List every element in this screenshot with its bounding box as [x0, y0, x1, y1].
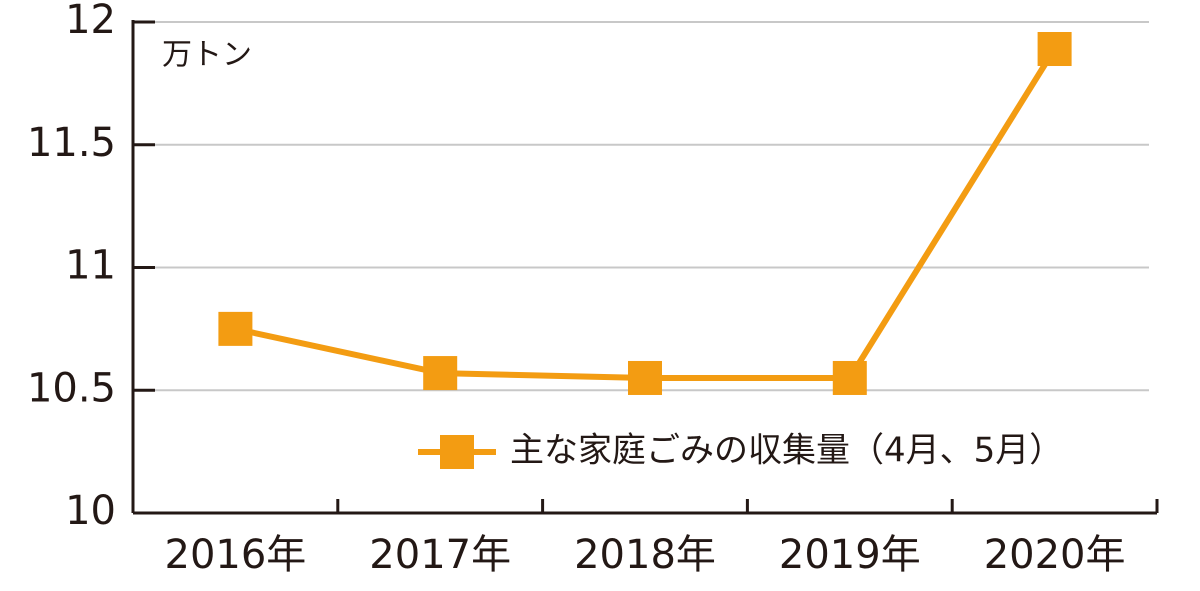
point	[832, 360, 867, 395]
legend-label: 主な家庭ごみの収集量（4月、5月）	[510, 431, 1063, 471]
y-tick-label: 11.5	[27, 120, 116, 166]
point	[423, 356, 458, 391]
point	[1037, 32, 1072, 67]
y-tick-label: 10	[65, 488, 116, 534]
x-tick-label: 2020年	[984, 532, 1126, 578]
series-line	[234, 47, 1058, 381]
x-tick-label: 2017年	[369, 532, 511, 578]
x-tick-label: 2018年	[574, 532, 716, 578]
y-unit: 万トン	[162, 38, 252, 73]
y-tick-label: 11	[65, 243, 116, 289]
legend-marker	[440, 435, 474, 469]
y-tick-label: 12	[65, 0, 116, 43]
x-tick-label: 2016年	[165, 532, 307, 578]
x-tick-label: 2019年	[779, 532, 921, 578]
y-tick-label: 10.5	[27, 365, 116, 411]
point	[218, 311, 253, 346]
point	[628, 360, 662, 395]
